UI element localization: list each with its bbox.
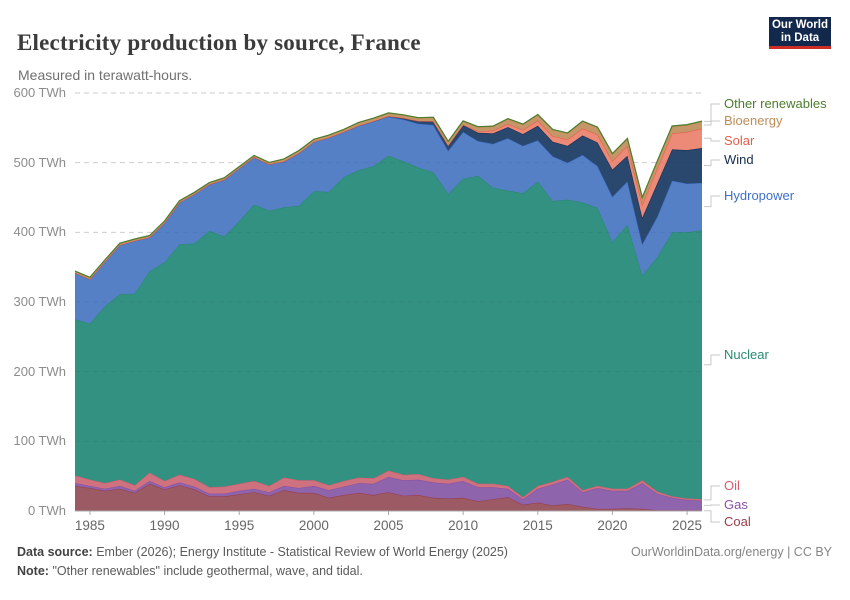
legend-label-hydropower[interactable]: Hydropower [724,188,795,203]
legend-label-coal[interactable]: Coal [724,514,751,529]
y-tick-label-600: 600 TWh [13,85,66,100]
note-text: "Other renewables" include geothermal, w… [52,564,363,578]
legend-label-other-renewables[interactable]: Other renewables [724,96,827,111]
area-band-hydropower[interactable] [75,116,702,324]
data-source-label: Data source: [17,545,93,559]
x-tick-label-1995: 1995 [224,518,255,533]
page-title: Electricity production by source, France [17,30,421,56]
y-tick-label-100: 100 TWh [13,433,66,449]
page-subtitle: Measured in terawatt-hours. [18,67,193,83]
legend-connector-bioenergy [704,120,720,126]
owid-logo-line2: in Data [780,32,820,44]
x-tick-label-2005: 2005 [373,518,404,533]
data-source-text: Ember (2026); Energy Institute - Statist… [96,545,508,559]
owid-logo-line1: Our World [771,19,828,31]
credit-link[interactable]: OurWorldinData.org/energy | CC BY [630,545,832,559]
legend-label-wind[interactable]: Wind [724,152,754,167]
y-tick-label-500: 500 TWh [13,154,66,170]
note-label: Note: [17,564,49,578]
legend-label-solar[interactable]: Solar [724,133,755,148]
x-tick-label-2015: 2015 [522,518,553,533]
x-tick-label-1990: 1990 [149,518,180,533]
x-tick-label-2020: 2020 [597,518,628,533]
legend-label-oil[interactable]: Oil [724,478,740,493]
legend-connector-nuclear [704,354,720,366]
note-line: Note: "Other renewables" include geother… [17,564,597,578]
area-band-gas[interactable] [75,476,702,511]
legend-connector-wind [704,159,720,166]
legend-connector-oil [704,485,720,501]
owid-logo[interactable]: Our World in Data [769,17,831,49]
chart-footer: Data source: Ember (2026); Energy Instit… [0,538,850,600]
data-source-line: Data source: Ember (2026); Energy Instit… [17,545,597,559]
legend-connector-coal [704,510,720,523]
legend-label-nuclear[interactable]: Nuclear [724,347,769,362]
area-line-other-renewables [74,112,703,279]
legend-label-bioenergy[interactable]: Bioenergy [724,113,783,128]
legend-connector-solar [704,137,720,142]
y-tick-label-0: 0 TWh [27,503,66,518]
y-tick-label-400: 400 TWh [13,224,66,240]
legend-label-gas[interactable]: Gas [724,497,748,512]
y-tick-label-300: 300 TWh [13,294,66,309]
legend-connector-other-renewables [704,103,720,122]
x-tick-label-1985: 1985 [74,518,105,533]
y-tick-label-200: 200 TWh [13,363,66,379]
x-tick-label-2000: 2000 [298,518,329,533]
x-tick-label-2010: 2010 [448,518,479,533]
x-tick-label-2025: 2025 [672,518,703,533]
legend-connector-hydropower [704,195,720,208]
area-band-nuclear[interactable] [75,155,702,500]
